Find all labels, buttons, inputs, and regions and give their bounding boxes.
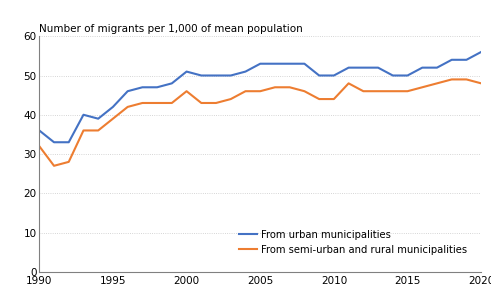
From semi-urban and rural municipalities [405,89,410,93]
From urban municipalities [213,74,219,77]
From semi-urban and rural municipalities [66,160,72,164]
From urban municipalities [287,62,293,66]
From semi-urban and rural municipalities [169,101,175,105]
From urban municipalities [405,74,410,77]
Text: Number of migrants per 1,000 of mean population: Number of migrants per 1,000 of mean pop… [39,24,303,34]
From urban municipalities [169,82,175,85]
From semi-urban and rural municipalities [301,89,307,93]
From urban municipalities [139,85,145,89]
From urban municipalities [301,62,307,66]
From semi-urban and rural municipalities [51,164,57,168]
From urban municipalities [419,66,425,69]
From semi-urban and rural municipalities [81,129,86,132]
From semi-urban and rural municipalities [316,97,322,101]
From urban municipalities [375,66,381,69]
From urban municipalities [66,140,72,144]
From semi-urban and rural municipalities [213,101,219,105]
From urban municipalities [390,74,396,77]
From urban municipalities [478,50,484,54]
From urban municipalities [228,74,234,77]
From semi-urban and rural municipalities [272,85,278,89]
From urban municipalities [434,66,440,69]
Line: From urban municipalities: From urban municipalities [39,52,481,142]
From semi-urban and rural municipalities [125,105,131,109]
From semi-urban and rural municipalities [36,144,42,148]
From urban municipalities [184,70,190,73]
From urban municipalities [154,85,160,89]
From semi-urban and rural municipalities [360,89,366,93]
From semi-urban and rural municipalities [434,82,440,85]
From urban municipalities [110,105,116,109]
From urban municipalities [257,62,263,66]
From semi-urban and rural municipalities [331,97,337,101]
From urban municipalities [316,74,322,77]
From semi-urban and rural municipalities [449,78,455,81]
From semi-urban and rural municipalities [287,85,293,89]
From semi-urban and rural municipalities [110,117,116,120]
From semi-urban and rural municipalities [154,101,160,105]
From urban municipalities [360,66,366,69]
From semi-urban and rural municipalities [139,101,145,105]
From urban municipalities [36,129,42,132]
From semi-urban and rural municipalities [419,85,425,89]
From urban municipalities [95,117,101,120]
From semi-urban and rural municipalities [184,89,190,93]
From semi-urban and rural municipalities [375,89,381,93]
Line: From semi-urban and rural municipalities: From semi-urban and rural municipalities [39,79,481,166]
From urban municipalities [331,74,337,77]
From urban municipalities [346,66,352,69]
From semi-urban and rural municipalities [198,101,204,105]
From urban municipalities [464,58,469,62]
From semi-urban and rural municipalities [95,129,101,132]
From urban municipalities [125,89,131,93]
From urban municipalities [243,70,248,73]
From semi-urban and rural municipalities [228,97,234,101]
From semi-urban and rural municipalities [243,89,248,93]
From urban municipalities [272,62,278,66]
From semi-urban and rural municipalities [346,82,352,85]
Legend: From urban municipalities, From semi-urban and rural municipalities: From urban municipalities, From semi-urb… [239,230,467,255]
From urban municipalities [81,113,86,117]
From semi-urban and rural municipalities [478,82,484,85]
From urban municipalities [449,58,455,62]
From semi-urban and rural municipalities [390,89,396,93]
From urban municipalities [198,74,204,77]
From semi-urban and rural municipalities [464,78,469,81]
From semi-urban and rural municipalities [257,89,263,93]
From urban municipalities [51,140,57,144]
